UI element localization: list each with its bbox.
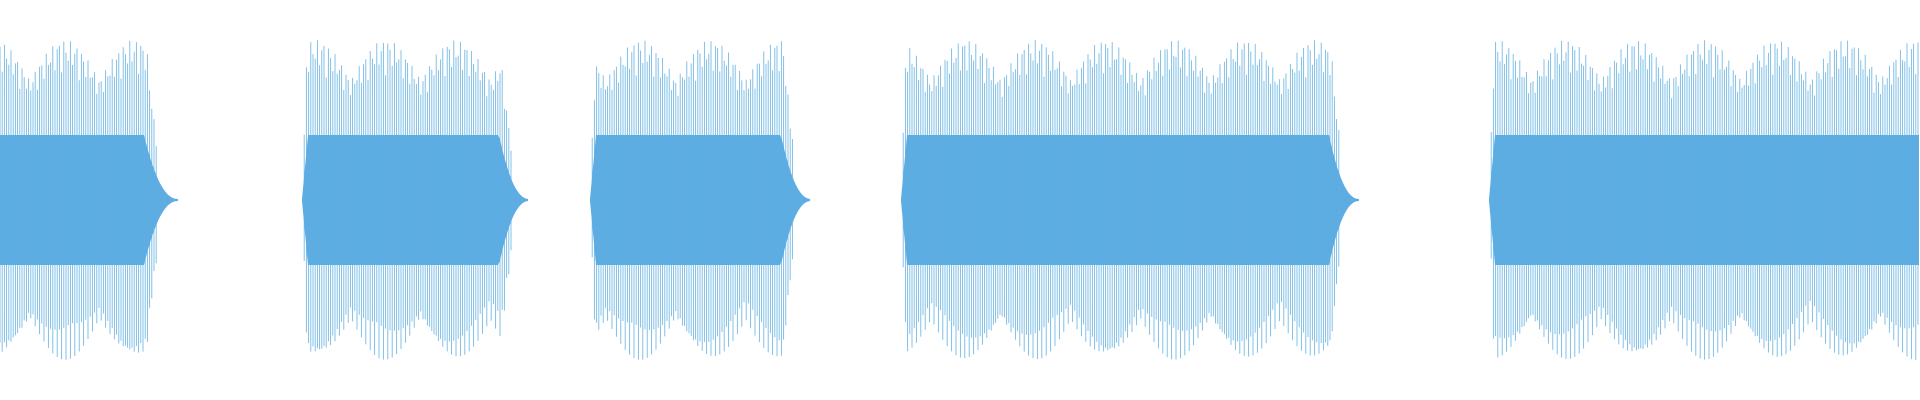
waveform-core bbox=[302, 135, 528, 265]
waveform-peaks bbox=[902, 40, 1340, 360]
waveform-core bbox=[0, 135, 178, 265]
waveform-clips bbox=[0, 40, 1919, 360]
waveform-peaks bbox=[1490, 40, 1919, 360]
waveform-peaks bbox=[303, 40, 512, 360]
waveform-peaks bbox=[0, 40, 157, 360]
waveform-peaks bbox=[591, 40, 793, 360]
